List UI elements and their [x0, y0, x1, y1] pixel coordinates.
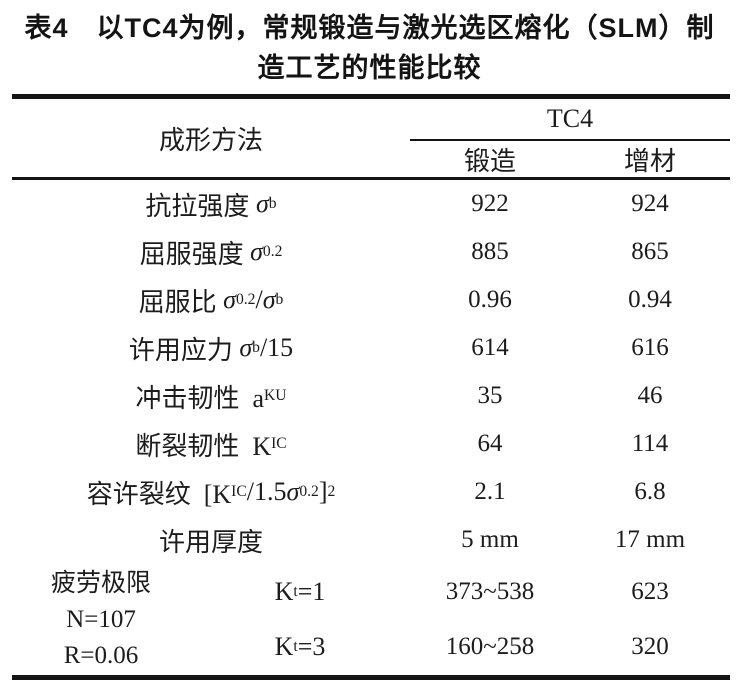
forge-value: 922 — [471, 190, 509, 217]
method-header-cell: 成形方法 — [158, 125, 263, 155]
row-label: 许用厚度 — [158, 527, 263, 557]
table-row: 容许裂纹 [K IC/1.5 σ 0.2] 2 2.1 6.8 — [12, 468, 730, 516]
table-title-line2: 造工艺的性能比较 — [257, 53, 482, 83]
top-rule — [12, 94, 730, 99]
forge-value: 885 — [471, 238, 509, 265]
forge-value: 0.96 — [468, 286, 512, 313]
fatigue-additive-value: 623 — [631, 577, 669, 605]
additive-value: 17 mm — [614, 526, 686, 553]
fatigue-forge-value: 160~258 — [445, 633, 535, 660]
fatigue-additive-value: 320 — [631, 633, 669, 660]
table-row: 断裂韧性 K IC 64 114 — [12, 420, 730, 468]
table-title-line1: 表4 以TC4为例，常规锻造与激光选区熔化（SLM）制 — [24, 13, 715, 43]
fatigue-forge-value: 373~538 — [445, 577, 535, 605]
fatigue-name-block: 疲劳极限 N=107 R=0.06 — [12, 564, 190, 675]
table-row: 屈服强度 σ 0.2 885 865 — [12, 228, 730, 276]
fatigue-name-line: N=107 — [66, 605, 136, 633]
additive-value: 6.8 — [634, 478, 666, 505]
additive-value: 114 — [631, 430, 669, 457]
forge-value: 35 — [477, 382, 503, 409]
fatigue-name-line: 疲劳极限 — [50, 569, 151, 597]
group-header: TC4 锻造 增材 — [410, 99, 730, 177]
table-row: 冲击韧性 a KU 35 46 — [12, 372, 730, 420]
header-row: 成形方法 TC4 锻造 增材 — [12, 99, 730, 177]
additive-value: 616 — [631, 334, 669, 361]
table-title: 表4 以TC4为例，常规锻造与激光选区熔化（SLM）制 造工艺的性能比较 — [0, 8, 739, 88]
fatigue-name-line: R=0.06 — [63, 641, 139, 669]
header-divider-rule — [12, 177, 730, 180]
bottom-rule — [12, 675, 730, 680]
table-row: 许用应力 σ b/15 614 616 — [12, 324, 730, 372]
forge-value: 64 — [477, 430, 503, 457]
group-header-tc4: TC4 — [546, 104, 594, 133]
row-label: 冲击韧性 a KU — [135, 383, 287, 413]
row-label: 容许裂纹 [K IC/1.5 σ 0.2] 2 — [86, 477, 336, 509]
sub-header-row: 锻造 增材 — [410, 141, 730, 177]
row-label: 断裂韧性 K IC — [135, 431, 287, 461]
additive-value: 0.94 — [628, 286, 672, 313]
row-label: 屈服比 σ 0.2/σ b — [138, 285, 284, 317]
forge-value: 2.1 — [474, 478, 506, 505]
forge-value: 614 — [471, 334, 509, 361]
additive-value: 924 — [631, 190, 669, 217]
forge-value: 5 mm — [461, 526, 519, 553]
table-row: 许用厚度 5 mm 17 mm — [12, 516, 730, 564]
additive-value: 46 — [637, 382, 663, 409]
column-header-forge: 锻造 — [463, 147, 516, 176]
row-label: 屈服强度 σ 0.2 — [139, 237, 283, 269]
column-header-additive: 增材 — [623, 147, 676, 176]
row-label: 许用应力 σ b/15 — [128, 333, 294, 365]
group-spanner-rule — [410, 139, 730, 141]
additive-value: 865 — [631, 238, 669, 265]
table-row: 屈服比 σ 0.2/σ b 0.96 0.94 — [12, 276, 730, 324]
